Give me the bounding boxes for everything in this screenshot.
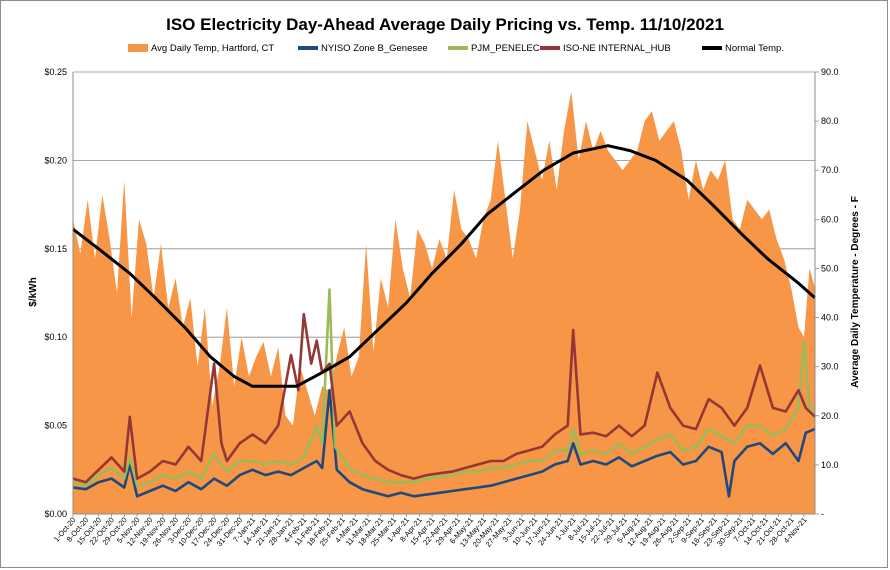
y2-tick-label: 40.0 xyxy=(821,313,839,323)
y2-tick-label: 80.0 xyxy=(821,116,839,126)
y2-tick-label: 30.0 xyxy=(821,362,839,372)
chart-title: ISO Electricity Day-Ahead Average Daily … xyxy=(166,15,724,34)
legend-label: NYISO Zone B_Genesee xyxy=(321,43,428,54)
y2-tick-label: 10.0 xyxy=(821,460,839,470)
y-tick-label: $0.15 xyxy=(44,244,67,254)
legend-label: Normal Temp. xyxy=(725,43,784,54)
y2-tick-label: 50.0 xyxy=(821,263,839,273)
legend-label: ISO-NE INTERNAL_HUB xyxy=(563,43,671,54)
series-area-avg-daily-temp-hartford-ct xyxy=(73,91,815,514)
legend-swatch xyxy=(128,44,148,52)
legend-label: Avg Daily Temp, Hartford, CT xyxy=(151,43,274,54)
series-line-nyiso-zone-b-genesee xyxy=(72,388,816,498)
y-tick-label: $0.10 xyxy=(44,332,67,342)
y-tick-label: $0.05 xyxy=(44,421,67,431)
y2-tick-label: 90.0 xyxy=(821,67,839,77)
y-axis-title: $/kWh xyxy=(28,277,39,306)
y2-tick-label: - xyxy=(821,509,824,519)
y-tick-label: $0.00 xyxy=(44,509,67,519)
plot-area xyxy=(72,91,816,514)
legend: Avg Daily Temp, Hartford, CT NYISO Zone B… xyxy=(128,43,784,54)
y2-tick-label: 70.0 xyxy=(821,165,839,175)
y-tick-label: $0.25 xyxy=(44,67,67,77)
y2-axis-title: Average Daily Temperature - Degrees - F xyxy=(850,196,861,388)
legend-label: PJM_PENELEC xyxy=(471,43,540,54)
y2-tick-label: 20.0 xyxy=(821,411,839,421)
series-line-iso-ne-internal-hub xyxy=(72,312,816,484)
series-line-pjm-penelec xyxy=(72,288,816,487)
y2-tick-label: 60.0 xyxy=(821,214,839,224)
series-line-normal-temp xyxy=(72,144,816,388)
y-tick-label: $0.20 xyxy=(44,155,67,165)
